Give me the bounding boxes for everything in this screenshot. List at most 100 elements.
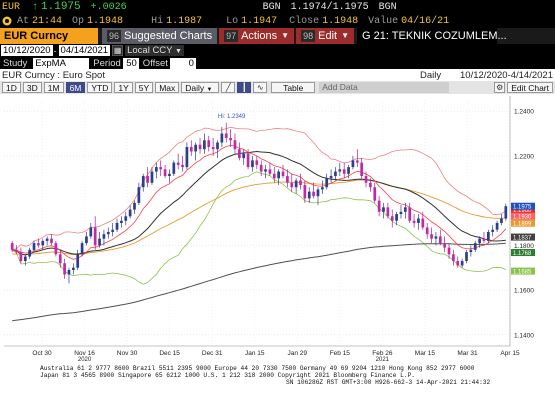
candle-body — [303, 184, 307, 199]
candle-body — [373, 187, 377, 201]
candle-body — [255, 160, 259, 165]
lower-band-line — [11, 171, 506, 285]
end-date-input[interactable]: 04/14/2021 — [58, 45, 111, 56]
long-ma-line — [12, 242, 506, 322]
time-label: At — [17, 15, 30, 27]
candle-body — [19, 252, 23, 262]
price-tag — [511, 202, 535, 210]
period-5y-button[interactable]: 5Y — [134, 82, 154, 93]
candle-body — [390, 216, 394, 221]
candle-body — [237, 149, 241, 159]
candle-body — [312, 191, 315, 197]
high-label: Hi — [151, 15, 164, 27]
candle-body — [412, 220, 416, 223]
candle-chart-icon[interactable]: ┃ — [237, 82, 252, 93]
candle-body — [443, 243, 447, 248]
candle-body — [342, 169, 346, 174]
offset-label: Offset — [142, 57, 168, 69]
candle-body — [320, 187, 324, 190]
edit-button[interactable]: 98 Edit ▼ — [296, 28, 354, 44]
candle-body — [369, 182, 372, 188]
candle-body — [211, 146, 215, 150]
suggested-charts-label: Suggested Charts — [124, 30, 213, 42]
suggested-charts-button[interactable]: 96 Suggested Charts — [102, 28, 218, 44]
x-tick-label: Feb 26 — [372, 350, 393, 357]
candle-body — [45, 238, 49, 241]
candle-body — [277, 171, 281, 179]
period-3d-button[interactable]: 3D — [22, 82, 42, 93]
actions-button[interactable]: 97 Actions ▼ — [219, 28, 295, 44]
candle-body — [351, 160, 355, 168]
ticker: EUR — [2, 1, 21, 13]
quote-line-primary: EUR ↑ 1.1975 +.0026 BGN 1.1974/1.1975 BG… — [0, 0, 555, 14]
period-ytd-button[interactable]: YTD — [87, 82, 113, 93]
x-axis: Oct 30 Nov 16 Nov 30 Dec 15 Dec 31 Jan 15 Jan … — [32, 350, 520, 362]
security-field[interactable]: EUR Curncy — [0, 28, 98, 44]
candle-body — [242, 153, 246, 159]
price-tag-label: 1.1930 — [513, 215, 532, 221]
actions-chevron-down-icon: ▼ — [281, 31, 290, 40]
table-button[interactable]: Table — [271, 82, 316, 93]
currency-value: Local CCY — [127, 45, 173, 56]
candle-body — [58, 254, 62, 264]
candle-body — [408, 207, 412, 221]
chart-title: EUR Curncy : Euro Spot — [2, 69, 105, 81]
open-value: 1.1948 — [87, 15, 124, 27]
x-tick-label: Apr 15 — [500, 350, 520, 357]
candle-body — [220, 133, 224, 143]
value-date: 04/16/21 — [401, 15, 450, 27]
ema-10-line — [12, 144, 507, 260]
period-input[interactable]: 50 — [122, 57, 139, 69]
frequency-dropdown[interactable]: Daily ▼ — [181, 82, 220, 93]
line-chart-icon[interactable]: ∿ — [253, 82, 268, 93]
candle-body — [67, 269, 71, 275]
period-max-button[interactable]: Max — [155, 82, 180, 93]
candle-body — [307, 191, 311, 199]
currency-dropdown[interactable]: Local CCY ▼ — [125, 45, 184, 56]
candle-body — [63, 263, 66, 275]
chart-range: 10/12/2020-4/14/2021 — [460, 69, 553, 81]
period-6m-button[interactable]: 6M — [65, 82, 86, 93]
x-tick-label: Oct 30 — [32, 350, 52, 357]
period-1y-button[interactable]: 1Y — [114, 82, 133, 93]
candle-body — [452, 254, 455, 262]
candle-body — [360, 162, 364, 177]
edit-chevron-down-icon: ▼ — [341, 31, 349, 40]
settings-icon[interactable]: ⚙ — [494, 82, 506, 93]
candle-body — [154, 167, 158, 172]
period-1m-button[interactable]: 1M — [43, 82, 64, 93]
x-tick-label: Jan 29 — [288, 350, 308, 357]
candle-body — [399, 211, 403, 215]
candle-body — [106, 231, 110, 235]
calendar-icon[interactable]: ▦ — [112, 45, 124, 56]
candle-body — [355, 160, 359, 163]
study-input[interactable]: ExpMA — [33, 57, 90, 69]
draw-line-icon[interactable]: ╱ — [221, 82, 236, 93]
last-price: 1.1975 — [41, 1, 81, 13]
edit-chart-button[interactable]: Edit Chart — [507, 82, 553, 93]
chart-template-selector[interactable]: G 21: TEKNIK COZUMLEM... — [357, 28, 507, 44]
candle-body — [386, 207, 390, 217]
high-annotation: Hi: 1.2349 — [218, 114, 246, 120]
x-tick-label: Mar 31 — [457, 350, 478, 357]
period-1d-button[interactable]: 1D — [2, 82, 21, 93]
x-tick-label: Nov 16 — [74, 350, 95, 357]
add-data-input[interactable]: Add Data — [319, 82, 450, 93]
price-tag — [511, 219, 535, 227]
candle-body — [198, 144, 202, 150]
candle-body — [268, 169, 272, 174]
x-year-label: 2021 — [376, 357, 390, 362]
y-tick-label: 1.2400 — [514, 109, 534, 116]
footer-line3: SN 106286Z RST GMT+3:00 H926-662-3 14-Ap… — [286, 379, 491, 386]
study-row: Study ExpMA Period 50 Offset 0 — [0, 57, 555, 69]
candle-body — [421, 218, 425, 228]
candle-body — [338, 169, 342, 172]
candle-body — [425, 227, 429, 235]
offset-input[interactable]: 0 — [169, 57, 196, 69]
start-date-input[interactable]: 10/12/2020 — [1, 45, 53, 56]
suggested-charts-num: 96 — [107, 30, 122, 42]
x-year-label: 2020 — [78, 357, 92, 362]
candle-body — [460, 261, 464, 266]
candlesticks — [10, 122, 508, 284]
